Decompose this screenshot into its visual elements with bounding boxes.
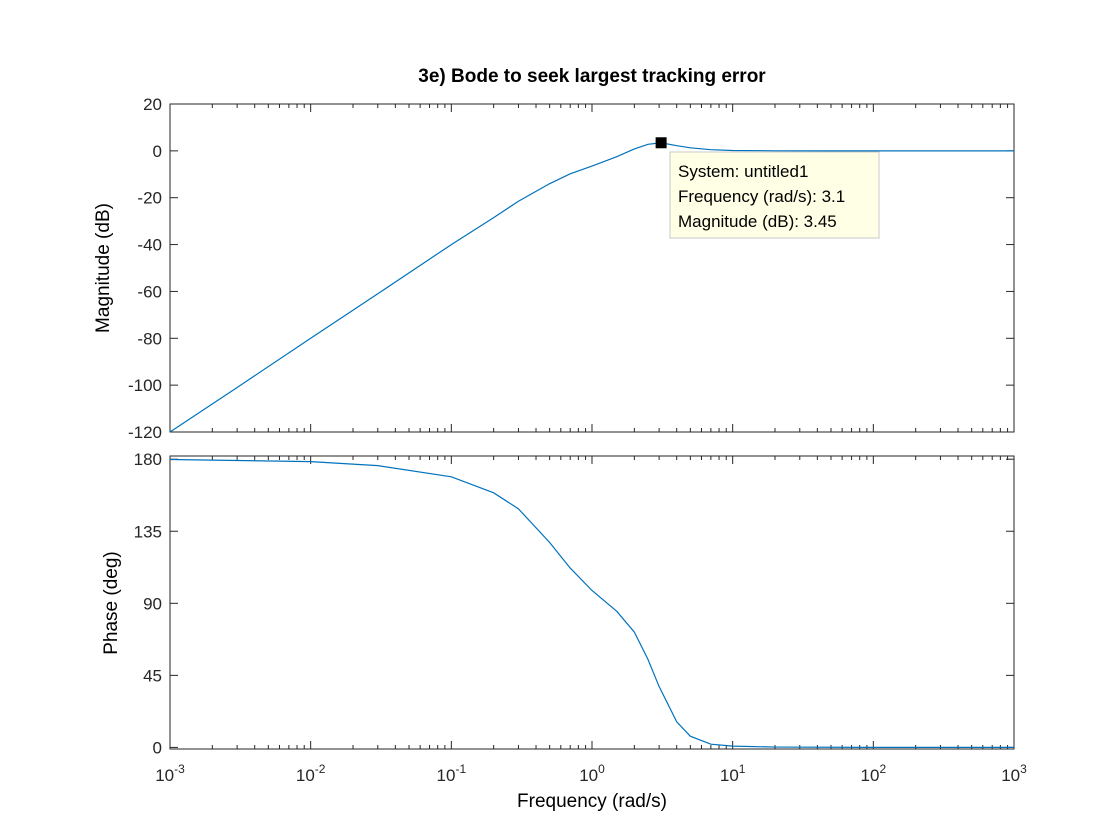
magnitude-ytick-label: -100 — [128, 376, 162, 395]
phase-ylabel: Phase (deg) — [101, 551, 122, 655]
magnitude-ytick-label: -120 — [128, 423, 162, 442]
x-tick-base: 10 — [437, 766, 456, 785]
magnitude-panel: 20 0 -20 -40 -60 -80 -100 -120 Magnitude (dB) — [93, 95, 1015, 442]
phase-ytick-label: 90 — [143, 594, 162, 613]
phase-ytick-label: 45 — [143, 666, 162, 685]
magnitude-ytick-label: -20 — [137, 189, 162, 208]
magnitude-ytick-label: -80 — [137, 329, 162, 348]
magnitude-series-layer — [169, 142, 1014, 433]
datatip-system-line: System: untitled1 — [678, 162, 808, 181]
x-tick-labels: 10-3 10-2 10-1 100 101 102 103 — [155, 762, 1027, 785]
x-tick-label: 10-3 — [155, 762, 185, 785]
datatip-marker[interactable] — [655, 137, 667, 149]
x-tick-label: 10-1 — [437, 762, 467, 785]
x-tick-base: 10 — [720, 766, 739, 785]
x-tick-base: 10 — [155, 766, 174, 785]
x-tick-base: 10 — [861, 766, 880, 785]
phase-tick-layer: 180 135 90 45 0 — [134, 450, 1015, 757]
x-tick-exponent: -1 — [455, 762, 466, 776]
datatip[interactable]: System: untitled1 Frequency (rad/s): 3.1… — [655, 137, 880, 239]
x-tick-exponent: -3 — [174, 762, 185, 776]
phase-ytick-label: 180 — [134, 450, 162, 469]
magnitude-ytick-label: 0 — [153, 142, 162, 161]
x-tick-label: 100 — [579, 762, 605, 785]
phase-axes-frame — [169, 455, 1015, 750]
x-tick-exponent: -2 — [315, 762, 326, 776]
magnitude-ytick-label: -60 — [137, 282, 162, 301]
magnitude-axes-frame — [169, 103, 1015, 433]
datatip-frequency-line: Frequency (rad/s): 3.1 — [678, 187, 845, 206]
x-tick-exponent: 1 — [739, 762, 746, 776]
phase-ytick-label: 135 — [134, 522, 162, 541]
datatip-magnitude-line: Magnitude (dB): 3.45 — [678, 212, 837, 231]
phase-series-layer — [169, 458, 1014, 749]
x-tick-base: 10 — [1001, 766, 1020, 785]
x-tick-label: 101 — [720, 762, 746, 785]
phase-series-line — [169, 458, 1014, 749]
x-tick-exponent: 3 — [1020, 762, 1027, 776]
magnitude-ytick-label: -40 — [137, 236, 162, 255]
magnitude-series-line — [169, 142, 1014, 433]
chart-title: 3e) Bode to seek largest tracking error — [418, 66, 766, 87]
x-tick-label: 102 — [861, 762, 887, 785]
phase-ytick-label: 0 — [153, 738, 162, 757]
x-axis-label: Frequency (rad/s) — [517, 791, 667, 812]
datatip-box — [669, 151, 880, 239]
x-tick-base: 10 — [579, 766, 598, 785]
x-tick-label: 10-2 — [296, 762, 326, 785]
magnitude-ylabel: Magnitude (dB) — [93, 203, 114, 333]
phase-panel: 180 135 90 45 0 Phase (deg) — [101, 450, 1015, 757]
x-tick-label: 103 — [1001, 762, 1027, 785]
x-tick-exponent: 2 — [879, 762, 886, 776]
x-tick-base: 10 — [296, 766, 315, 785]
x-tick-exponent: 0 — [598, 762, 605, 776]
magnitude-tick-layer: 20 0 -20 -40 -60 -80 -100 -120 — [128, 95, 1015, 442]
magnitude-ytick-label: 20 — [143, 95, 162, 114]
